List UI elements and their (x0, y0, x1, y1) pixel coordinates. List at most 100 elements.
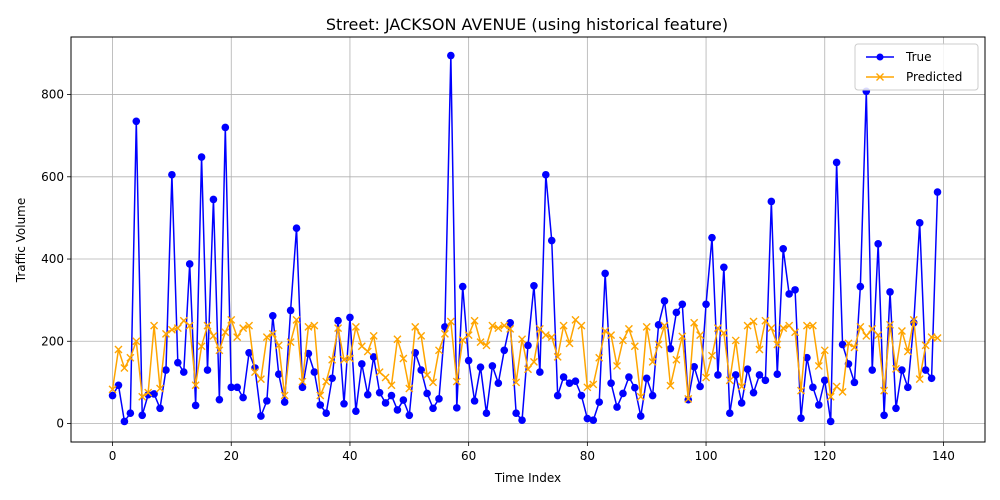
data-point-true (352, 407, 360, 415)
data-point-true (559, 373, 568, 381)
data-point-predicted (897, 326, 906, 335)
data-point-predicted (595, 353, 604, 362)
data-point-predicted (577, 321, 586, 330)
data-point-predicted (571, 315, 580, 324)
data-point-predicted (684, 394, 693, 403)
data-point-true (322, 409, 331, 418)
data-point-predicted (393, 335, 402, 344)
ticks: 0 20 40 60 80 100 120 140 0 200 400 600 800 (41, 88, 955, 463)
data-point-true (678, 300, 687, 309)
data-point-predicted (167, 325, 176, 334)
data-point-predicted (933, 333, 942, 342)
data-point-true (417, 366, 425, 374)
data-point-predicted (660, 321, 669, 330)
data-point-true (126, 409, 135, 418)
data-point-true (595, 398, 604, 406)
data-point-true (577, 391, 586, 400)
data-point-true (636, 412, 645, 420)
data-point-predicted (791, 328, 800, 337)
data-point-predicted (862, 331, 871, 340)
data-point-predicted (446, 317, 455, 326)
data-point-predicted (868, 324, 877, 333)
data-point-true (571, 377, 580, 385)
data-point-true (856, 282, 865, 291)
x-tick-label: 60 (461, 449, 476, 463)
data-point-true (915, 219, 924, 227)
data-point-predicted (316, 391, 325, 400)
data-point-predicted (880, 386, 889, 395)
data-point-true (304, 349, 313, 358)
data-point-true (221, 123, 230, 132)
data-point-true (601, 269, 609, 278)
data-point-true (850, 378, 859, 387)
data-point-predicted (268, 329, 277, 338)
data-point-true (642, 374, 651, 383)
data-point-predicted (209, 331, 218, 340)
y-tick-label: 800 (41, 88, 64, 102)
data-point-predicted (702, 373, 711, 382)
data-point-predicted (618, 336, 627, 345)
data-point-predicted (274, 341, 283, 350)
data-point-predicted (440, 329, 449, 338)
legend-marker-predicted (876, 73, 884, 81)
data-point-predicted (221, 328, 230, 337)
data-point-predicted (749, 317, 758, 326)
data-point-true (666, 344, 675, 353)
data-point-true (654, 321, 663, 329)
data-point-predicted (613, 361, 622, 370)
data-point-true (838, 340, 847, 349)
data-point-true (494, 379, 503, 388)
data-point-true (619, 389, 627, 398)
data-point-true (904, 383, 912, 392)
data-point-predicted (909, 315, 918, 324)
data-point-true (292, 224, 301, 232)
data-point-true (316, 401, 325, 409)
data-point-true (458, 282, 467, 291)
data-point-true (310, 368, 319, 376)
data-point-predicted (256, 375, 265, 384)
data-point-predicted (767, 324, 776, 333)
data-point-predicted (850, 343, 859, 352)
data-point-predicted (340, 355, 349, 364)
data-point-true (826, 417, 835, 426)
data-point-true (239, 393, 247, 402)
data-point-predicted (719, 329, 728, 338)
data-point-true (470, 397, 479, 405)
x-tick-label: 80 (580, 449, 595, 463)
data-point-predicted (476, 338, 485, 347)
data-point-predicted (417, 331, 426, 340)
plot-frame (70, 36, 986, 443)
data-point-predicted (630, 342, 639, 351)
data-point-true (631, 383, 639, 392)
data-point-true (268, 311, 277, 320)
data-point-predicted (215, 346, 224, 355)
data-point-true (779, 244, 788, 253)
data-point-true (227, 383, 236, 392)
data-point-predicted (423, 370, 432, 379)
data-point-true (797, 414, 805, 422)
data-point-predicted (245, 321, 254, 330)
data-point-true (375, 388, 384, 397)
data-point-true (174, 358, 182, 367)
data-point-predicted (173, 324, 182, 333)
data-point-true (536, 368, 544, 376)
data-point-true (761, 376, 770, 385)
data-point-true (108, 391, 117, 400)
data-point-true (820, 376, 829, 385)
data-point-true (203, 366, 212, 374)
data-point-true (725, 409, 734, 418)
data-point-true (743, 365, 752, 374)
data-point-predicted (227, 315, 236, 324)
data-point-predicted (886, 320, 895, 329)
data-point-predicted (429, 378, 438, 387)
data-point-true (476, 363, 485, 371)
data-point-predicted (144, 388, 153, 397)
x-tick-label: 120 (813, 449, 836, 463)
data-point-predicted (725, 376, 734, 385)
data-point-predicted (328, 355, 337, 364)
data-point-predicted (292, 315, 301, 324)
data-point-true (803, 353, 811, 362)
x-tick-label: 140 (932, 449, 955, 463)
data-point-true (274, 370, 283, 378)
data-point-true (464, 356, 473, 365)
